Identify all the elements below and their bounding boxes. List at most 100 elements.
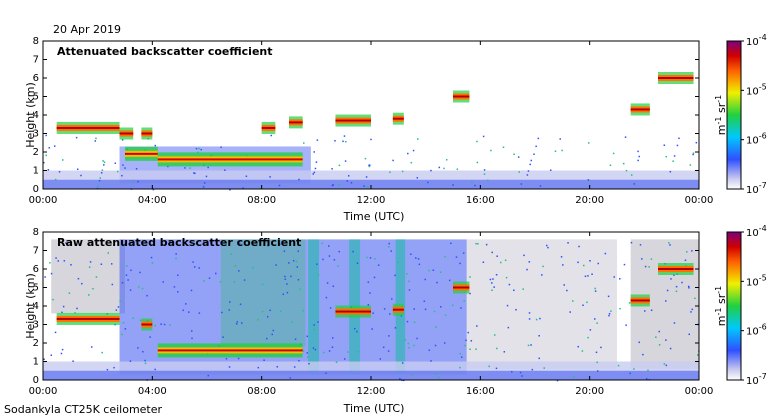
noise-point — [389, 313, 391, 315]
noise-point — [686, 251, 688, 253]
x-tick-label: 08:00 — [247, 195, 276, 206]
noise-point — [577, 345, 579, 348]
noise-point — [278, 184, 281, 187]
noise-point — [352, 250, 354, 253]
noise-point — [68, 292, 71, 294]
noise-point — [63, 260, 66, 262]
y-ticks: 0 1 2 3 4 5 6 7 8 — [33, 36, 699, 195]
noise-point — [456, 168, 459, 170]
noise-point — [313, 171, 316, 174]
noise-point — [487, 179, 489, 182]
noise-point — [401, 170, 404, 173]
noise-point — [189, 167, 191, 169]
noise-region — [51, 239, 126, 314]
noise-point — [44, 276, 46, 278]
noise-point — [353, 327, 356, 330]
noise-point — [607, 295, 610, 298]
cloud-layer-core — [141, 132, 153, 135]
noise-point — [365, 176, 368, 178]
noise-point — [137, 347, 139, 349]
noise-point — [566, 289, 568, 292]
colorbar-tick-label: 10-7 — [746, 372, 767, 387]
noise-point — [387, 350, 390, 352]
noise-point — [696, 354, 699, 356]
noise-point — [257, 319, 259, 321]
noise-point — [618, 278, 621, 280]
noise-point — [597, 262, 599, 265]
cloud-layer-core — [453, 95, 470, 98]
cloud-layer-core — [119, 132, 134, 135]
noise-point — [644, 265, 647, 268]
noise-point — [595, 351, 598, 354]
noise-point — [483, 173, 486, 175]
noise-point — [107, 252, 110, 254]
noise-point — [283, 250, 286, 252]
noise-point — [80, 174, 82, 177]
noise-point — [237, 357, 240, 360]
noise-point — [436, 281, 438, 284]
noise-point — [321, 242, 324, 245]
noise-point — [61, 311, 63, 314]
noise-point — [303, 142, 305, 144]
noise-point — [203, 182, 206, 184]
y-tick-label: 8 — [33, 227, 39, 238]
noise-point — [43, 358, 45, 360]
noise-point — [72, 360, 74, 362]
noise-point — [125, 274, 128, 276]
cloud-layer-core — [289, 121, 303, 124]
noise-point — [630, 174, 633, 176]
noise-point — [695, 141, 698, 144]
noise-point — [54, 331, 57, 334]
noise-point — [600, 346, 602, 349]
noise-point — [316, 263, 318, 265]
noise-point — [117, 306, 120, 308]
noise-point — [95, 137, 97, 140]
noise-region — [308, 239, 320, 375]
noise-point — [263, 359, 265, 361]
noise-point — [462, 252, 465, 254]
noise-point — [450, 242, 452, 245]
noise-point — [669, 347, 672, 350]
noise-point — [408, 280, 410, 283]
noise-point — [443, 342, 446, 344]
noise-point — [688, 287, 690, 289]
noise-point — [471, 181, 473, 183]
y-axis-label: Height (km) — [24, 82, 37, 148]
noise-point — [317, 321, 319, 323]
noise-point — [62, 305, 65, 308]
x-ticks: 00:00 04:00 08:00 12:00 16:00 20:00 00:00 — [29, 41, 713, 206]
noise-point — [589, 329, 592, 331]
noise-point — [633, 183, 636, 185]
noise-point — [428, 349, 431, 351]
noise-point — [495, 273, 498, 276]
noise-point — [331, 346, 334, 349]
noise-point — [289, 377, 292, 379]
noise-point — [238, 270, 240, 272]
noise-point — [192, 261, 194, 263]
colorbar-ticks: 10-7 10-6 10-5 10-4 — [741, 224, 767, 387]
noise-point — [435, 326, 437, 328]
panel-attenuated: Attenuated backscatter coefficient Time … — [24, 33, 767, 223]
noise-point — [317, 274, 320, 276]
noise-point — [327, 245, 330, 247]
y-tick-label: 2 — [33, 338, 39, 349]
noise-point — [193, 172, 195, 174]
noise-point — [49, 262, 51, 264]
noise-point — [428, 269, 430, 272]
y-tick-label: 0 — [33, 184, 39, 195]
noise-point — [411, 374, 414, 376]
noise-point — [650, 258, 653, 260]
noise-point — [312, 347, 315, 349]
noise-point — [95, 276, 98, 278]
noise-point — [52, 298, 54, 301]
noise-point — [198, 147, 200, 150]
heatmap-field — [43, 72, 700, 191]
noise-point — [394, 274, 396, 277]
noise-point — [476, 161, 479, 164]
noise-point — [469, 292, 471, 295]
noise-point — [102, 160, 104, 162]
noise-point — [135, 168, 138, 170]
noise-point — [369, 164, 371, 166]
noise-point — [139, 319, 142, 322]
